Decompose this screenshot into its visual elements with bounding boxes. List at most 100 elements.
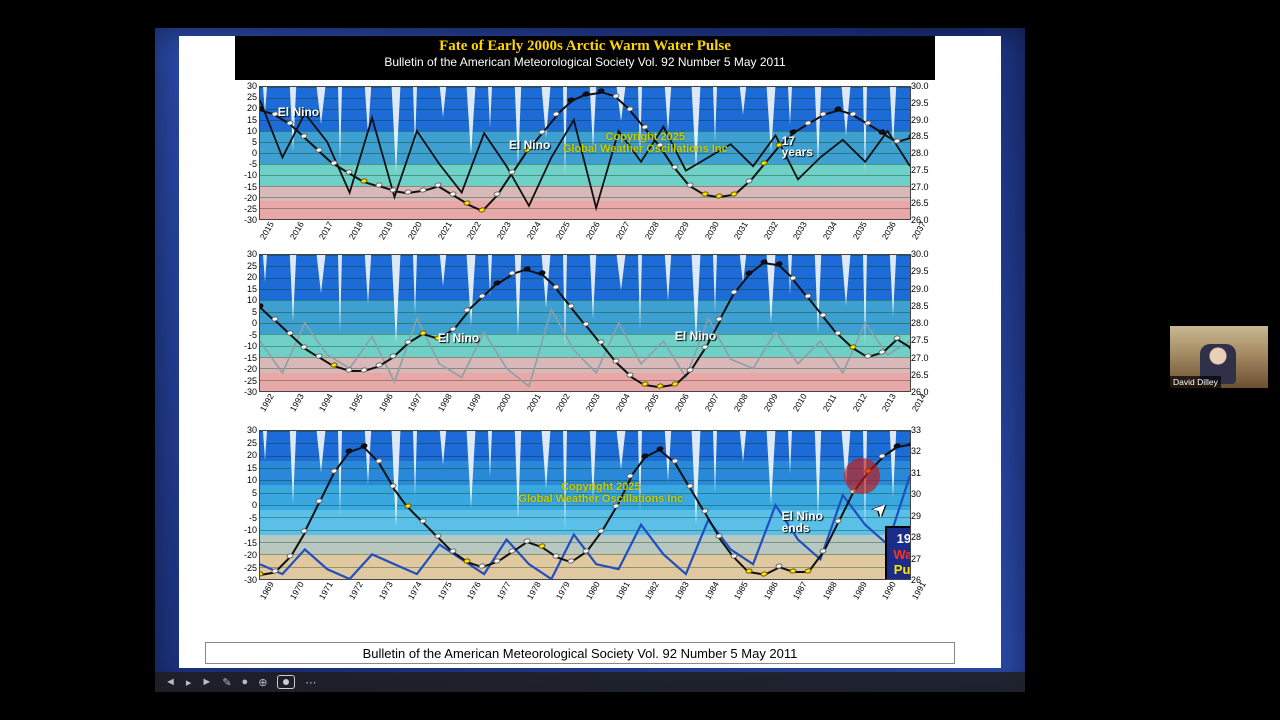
x-tick: 2020 — [406, 220, 424, 241]
title-main: Fate of Early 2000s Arctic Warm Water Pu… — [235, 38, 935, 55]
plot-area: El Nino El Nino — [259, 254, 911, 392]
x-tick: 1997 — [406, 392, 424, 413]
pointer-icon[interactable]: ● — [242, 676, 249, 688]
y-left-tick: 0 — [237, 148, 257, 158]
x-tick: 2003 — [584, 392, 602, 413]
x-tick: 2011 — [821, 392, 839, 413]
x-tick: 1977 — [495, 580, 513, 601]
x-tick: 2025 — [554, 220, 572, 241]
zoom-icon[interactable]: ⊕ — [258, 676, 267, 689]
y-right-tick: 28.0 — [911, 148, 933, 158]
x-tick: 2005 — [643, 392, 661, 413]
y-left-tick: -20 — [237, 364, 257, 374]
x-tick: 2026 — [584, 220, 602, 241]
x-tick: 1988 — [821, 580, 839, 601]
play-icon[interactable]: ▸ — [186, 676, 192, 689]
y-left-tick: 15 — [237, 115, 257, 125]
x-tick: 2019 — [376, 220, 394, 241]
y-left-tick: 15 — [237, 284, 257, 294]
x-tick: 2002 — [554, 392, 572, 413]
x-tick: 1986 — [762, 580, 780, 601]
callout-box: 1988WarmPulse — [885, 526, 911, 580]
x-tick: 2007 — [702, 392, 720, 413]
x-tick: 2028 — [643, 220, 661, 241]
x-tick: 1979 — [554, 580, 572, 601]
title-bar: Fate of Early 2000s Arctic Warm Water Pu… — [235, 36, 935, 80]
y-right-tick: 28.5 — [911, 301, 933, 311]
x-tick: 1969 — [258, 580, 276, 601]
x-tick: 1990 — [880, 580, 898, 601]
footer-citation: Bulletin of the American Meteorological … — [205, 642, 955, 664]
record-icon[interactable] — [277, 675, 295, 689]
y-left-tick: -30 — [237, 575, 257, 585]
y-left-tick: -10 — [237, 525, 257, 535]
x-tick: 1970 — [287, 580, 305, 601]
y-left-tick: 10 — [237, 475, 257, 485]
annotation-label: ends — [782, 521, 810, 535]
y-left-tick: -5 — [237, 330, 257, 340]
copyright-watermark: Copyright 2025Global Weather Oscillation… — [511, 481, 691, 505]
y-right-tick: 27.0 — [911, 182, 933, 192]
x-tick: 1995 — [347, 392, 365, 413]
y-left-tick: -5 — [237, 159, 257, 169]
x-tick: 1989 — [850, 580, 868, 601]
y-left-tick: -25 — [237, 204, 257, 214]
annotation-label: El Nino — [438, 331, 479, 345]
y-right-tick: 33 — [911, 425, 933, 435]
x-tick: 2016 — [287, 220, 305, 241]
y-left-tick: -15 — [237, 182, 257, 192]
pen-icon[interactable]: ✎ — [222, 676, 231, 689]
x-tick: 1999 — [465, 392, 483, 413]
x-tick: 2024 — [524, 220, 542, 241]
secondary-line — [260, 431, 910, 579]
y-left-tick: 25 — [237, 438, 257, 448]
x-tick: 1978 — [524, 580, 542, 601]
y-left-tick: 5 — [237, 137, 257, 147]
y-right-tick: 28.5 — [911, 131, 933, 141]
x-tick: 1998 — [436, 392, 454, 413]
y-left-tick: 0 — [237, 500, 257, 510]
x-tick: 2035 — [850, 220, 868, 241]
x-tick: 2004 — [613, 392, 631, 413]
y-right-tick: 27.0 — [911, 353, 933, 363]
y-right-tick: 29 — [911, 511, 933, 521]
y-left-tick: -25 — [237, 376, 257, 386]
x-tick: 1974 — [406, 580, 424, 601]
y-left-tick: -20 — [237, 193, 257, 203]
y-left-tick: 25 — [237, 92, 257, 102]
annotation-label: El Nino — [675, 329, 716, 343]
prev-icon[interactable]: ◄ — [165, 676, 176, 688]
x-tick: 1996 — [376, 392, 394, 413]
x-tick: 1992 — [258, 392, 276, 413]
x-tick: 1982 — [643, 580, 661, 601]
y-left-tick: -25 — [237, 563, 257, 573]
x-tick: 2027 — [613, 220, 631, 241]
y-left-tick: 10 — [237, 295, 257, 305]
next-icon[interactable]: ► — [201, 676, 212, 688]
gridline — [260, 219, 910, 220]
annotation-label: El Nino — [278, 105, 319, 119]
x-tick: 2032 — [762, 220, 780, 241]
y-left-tick: -10 — [237, 341, 257, 351]
x-tick: 2015 — [258, 220, 276, 241]
y-right-tick: 32 — [911, 446, 933, 456]
y-left-tick: 20 — [237, 272, 257, 282]
presenter-toolbar[interactable]: ◄ ▸ ► ✎ ● ⊕ ⋯ — [155, 672, 1025, 692]
webcam-thumbnail[interactable]: David Dilley — [1170, 326, 1268, 388]
chart-c2: -30-25-20-15-10-505101520253026.026.527.… — [229, 250, 939, 414]
y-right-tick: 29.5 — [911, 98, 933, 108]
y-left-tick: 0 — [237, 318, 257, 328]
more-icon[interactable]: ⋯ — [305, 676, 316, 689]
x-tick: 1994 — [317, 392, 335, 413]
callout-line: Warm — [893, 547, 911, 563]
y-right-tick: 30.0 — [911, 249, 933, 259]
y-right-tick: 26.5 — [911, 198, 933, 208]
y-right-tick: 31 — [911, 468, 933, 478]
y-right-tick: 29.5 — [911, 266, 933, 276]
x-tick: 1981 — [613, 580, 631, 601]
y-left-tick: -20 — [237, 550, 257, 560]
y-left-tick: 20 — [237, 103, 257, 113]
x-tick: 2018 — [347, 220, 365, 241]
x-tick: 2031 — [732, 220, 750, 241]
x-tick: 2008 — [732, 392, 750, 413]
